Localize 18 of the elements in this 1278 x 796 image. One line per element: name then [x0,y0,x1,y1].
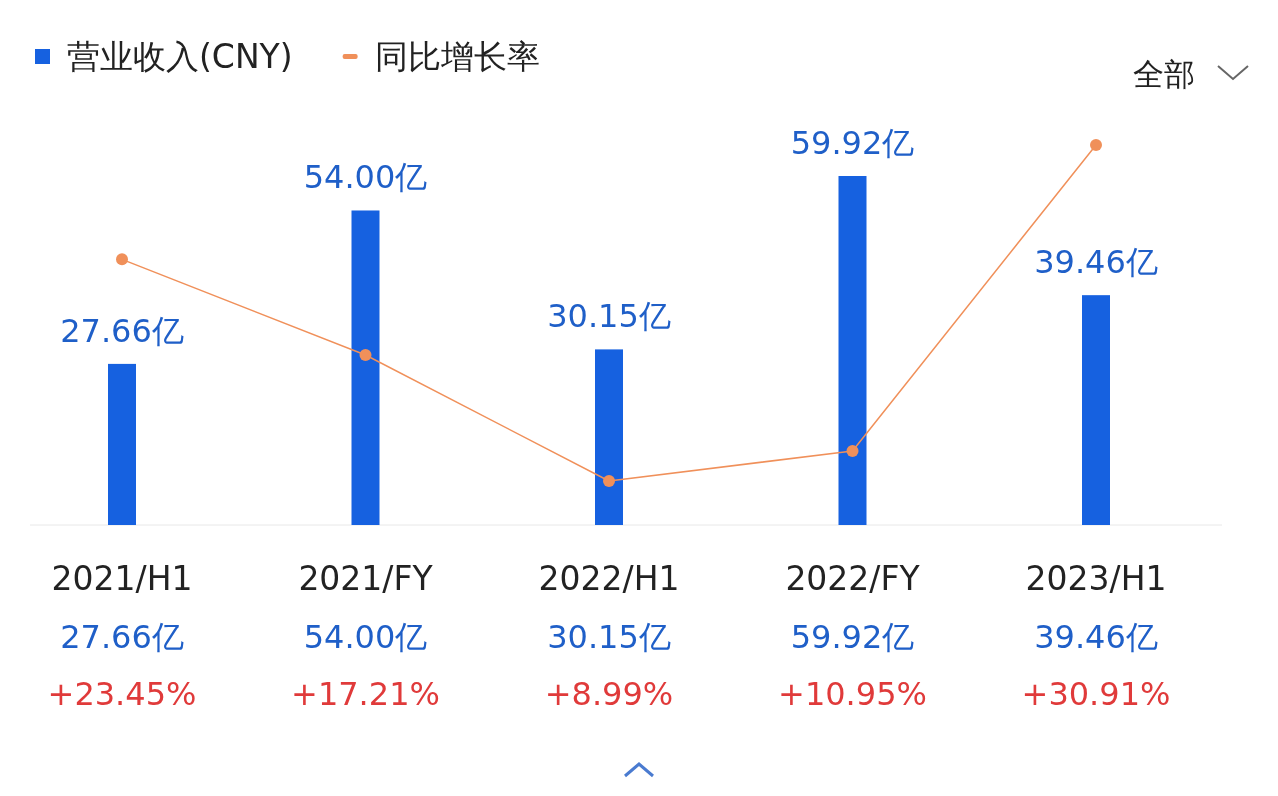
x-tick-label: 2023/H1 [1025,559,1167,598]
x-tick-label: 2022/FY [785,559,921,598]
data-label: 39.46亿 [1034,618,1158,656]
text: 全部 [1133,56,1195,92]
data-label: 30.15亿 [547,618,671,656]
data-label: 54.00亿 [303,618,428,656]
data-label: 59.92亿 [790,618,915,656]
x-tick-label: 2021/H1 [51,559,193,598]
x-tick-label: 2022/H1 [538,559,680,598]
x-tick-label: 2021/FY [298,559,434,598]
legend-label: 同比增长率 [374,37,540,76]
data-label: +30.91% [1021,675,1171,713]
data-label: +23.45% [47,675,197,713]
data-label: +17.21% [291,675,440,713]
legend-同比增长率: 同比增长率 [342,37,540,76]
data-label: 27.66亿 [60,618,184,656]
data-label: +10.95% [778,675,927,713]
data-label: +8.99% [544,675,674,713]
